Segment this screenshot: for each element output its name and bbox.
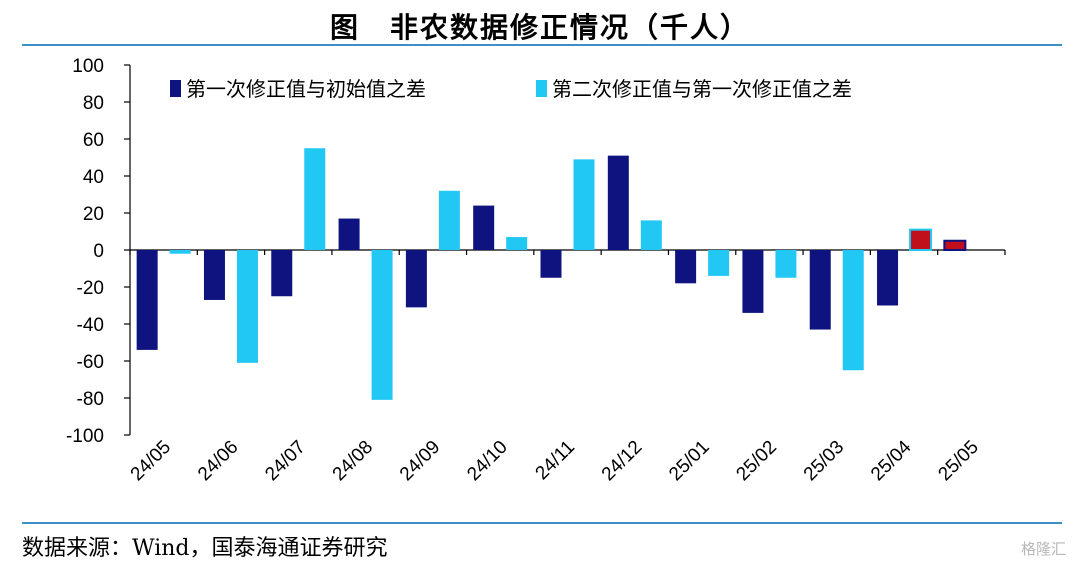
x-tick-label: 24/08 bbox=[329, 437, 377, 485]
bar-series2-24-05 bbox=[169, 250, 191, 254]
source-note: 数据来源：Wind，国泰海通证券研究 bbox=[22, 536, 388, 561]
bar-series2-24-12 bbox=[640, 220, 662, 250]
bar-series1-24-05 bbox=[136, 250, 158, 350]
y-tick-label: 60 bbox=[83, 130, 104, 151]
y-tick-label: -100 bbox=[66, 426, 104, 447]
x-tick-label: 25/02 bbox=[732, 437, 780, 485]
bar-series2-24-09 bbox=[438, 190, 460, 250]
legend-swatch-1 bbox=[170, 80, 181, 97]
bar-series1-25-02 bbox=[742, 250, 764, 313]
legend-swatch-2 bbox=[536, 80, 547, 97]
x-tick-label: 25/03 bbox=[800, 437, 848, 485]
title-rule bbox=[22, 44, 1062, 46]
y-tick-label: -20 bbox=[77, 278, 104, 299]
bar-series2-25-02 bbox=[775, 250, 797, 278]
bar-series1-25-05 bbox=[943, 239, 967, 251]
chart-title: 图 非农数据修正情况（千人） bbox=[329, 11, 750, 44]
bar-series2-25-03 bbox=[842, 250, 864, 371]
y-tick-label: 40 bbox=[83, 167, 104, 188]
legend: 第一次修正值与初始值之差 第二次修正值与第一次修正值之差 bbox=[170, 77, 852, 101]
bar-series2-24-08 bbox=[371, 250, 393, 400]
bar-series1-24-09 bbox=[405, 250, 427, 308]
y-axis: 100 80 60 40 20 0 -20 -40 -60 -80 -100 bbox=[66, 56, 131, 447]
bar-series1-24-08 bbox=[338, 218, 360, 250]
bar-series1-24-11 bbox=[540, 250, 562, 278]
bars bbox=[136, 148, 967, 400]
x-tick-label: 24/06 bbox=[194, 437, 242, 485]
x-tick-label: 24/10 bbox=[463, 437, 511, 485]
source-rule bbox=[22, 522, 1062, 524]
x-tick-label: 24/11 bbox=[532, 437, 579, 484]
bar-series2-24-06 bbox=[236, 250, 258, 363]
x-axis: 24/05 24/06 24/07 24/08 24/09 24/10 24/11 24/12… bbox=[127, 249, 1006, 485]
bar-series2-24-10 bbox=[506, 237, 528, 250]
x-tick-label: 24/07 bbox=[261, 437, 309, 485]
y-tick-label: 80 bbox=[83, 93, 104, 114]
x-tick-label: 24/12 bbox=[598, 437, 646, 485]
bar-series1-24-07 bbox=[271, 250, 293, 297]
legend-label-2: 第二次修正值与第一次修正值之差 bbox=[552, 77, 852, 101]
y-tick-label: 0 bbox=[93, 241, 104, 262]
x-tick-label: 24/05 bbox=[127, 437, 175, 485]
watermark: 格隆汇 bbox=[1020, 540, 1066, 558]
bar-series1-25-04 bbox=[877, 250, 899, 306]
bar-series2-24-07 bbox=[304, 148, 326, 250]
y-tick-label: 20 bbox=[83, 204, 104, 225]
y-tick-label: 100 bbox=[72, 56, 104, 77]
x-tick-label: 25/04 bbox=[867, 436, 916, 485]
bar-series2-24-11 bbox=[573, 159, 595, 250]
bar-series2-25-04 bbox=[909, 228, 933, 251]
bar-series1-24-06 bbox=[203, 250, 225, 300]
bar-series1-25-01 bbox=[675, 250, 697, 284]
x-tick-label: 25/05 bbox=[934, 437, 982, 485]
y-tick-label: -80 bbox=[77, 389, 104, 410]
bar-series1-24-10 bbox=[473, 205, 495, 250]
bar-series2-25-01 bbox=[708, 250, 730, 276]
legend-label-1: 第一次修正值与初始值之差 bbox=[186, 77, 426, 101]
x-tick-label: 25/01 bbox=[665, 437, 713, 485]
y-tick-label: -40 bbox=[77, 315, 104, 336]
y-tick-label: -60 bbox=[77, 352, 104, 373]
bar-series1-24-12 bbox=[607, 155, 629, 250]
bar-series1-25-03 bbox=[809, 250, 831, 330]
x-tick-label: 24/09 bbox=[396, 437, 444, 485]
